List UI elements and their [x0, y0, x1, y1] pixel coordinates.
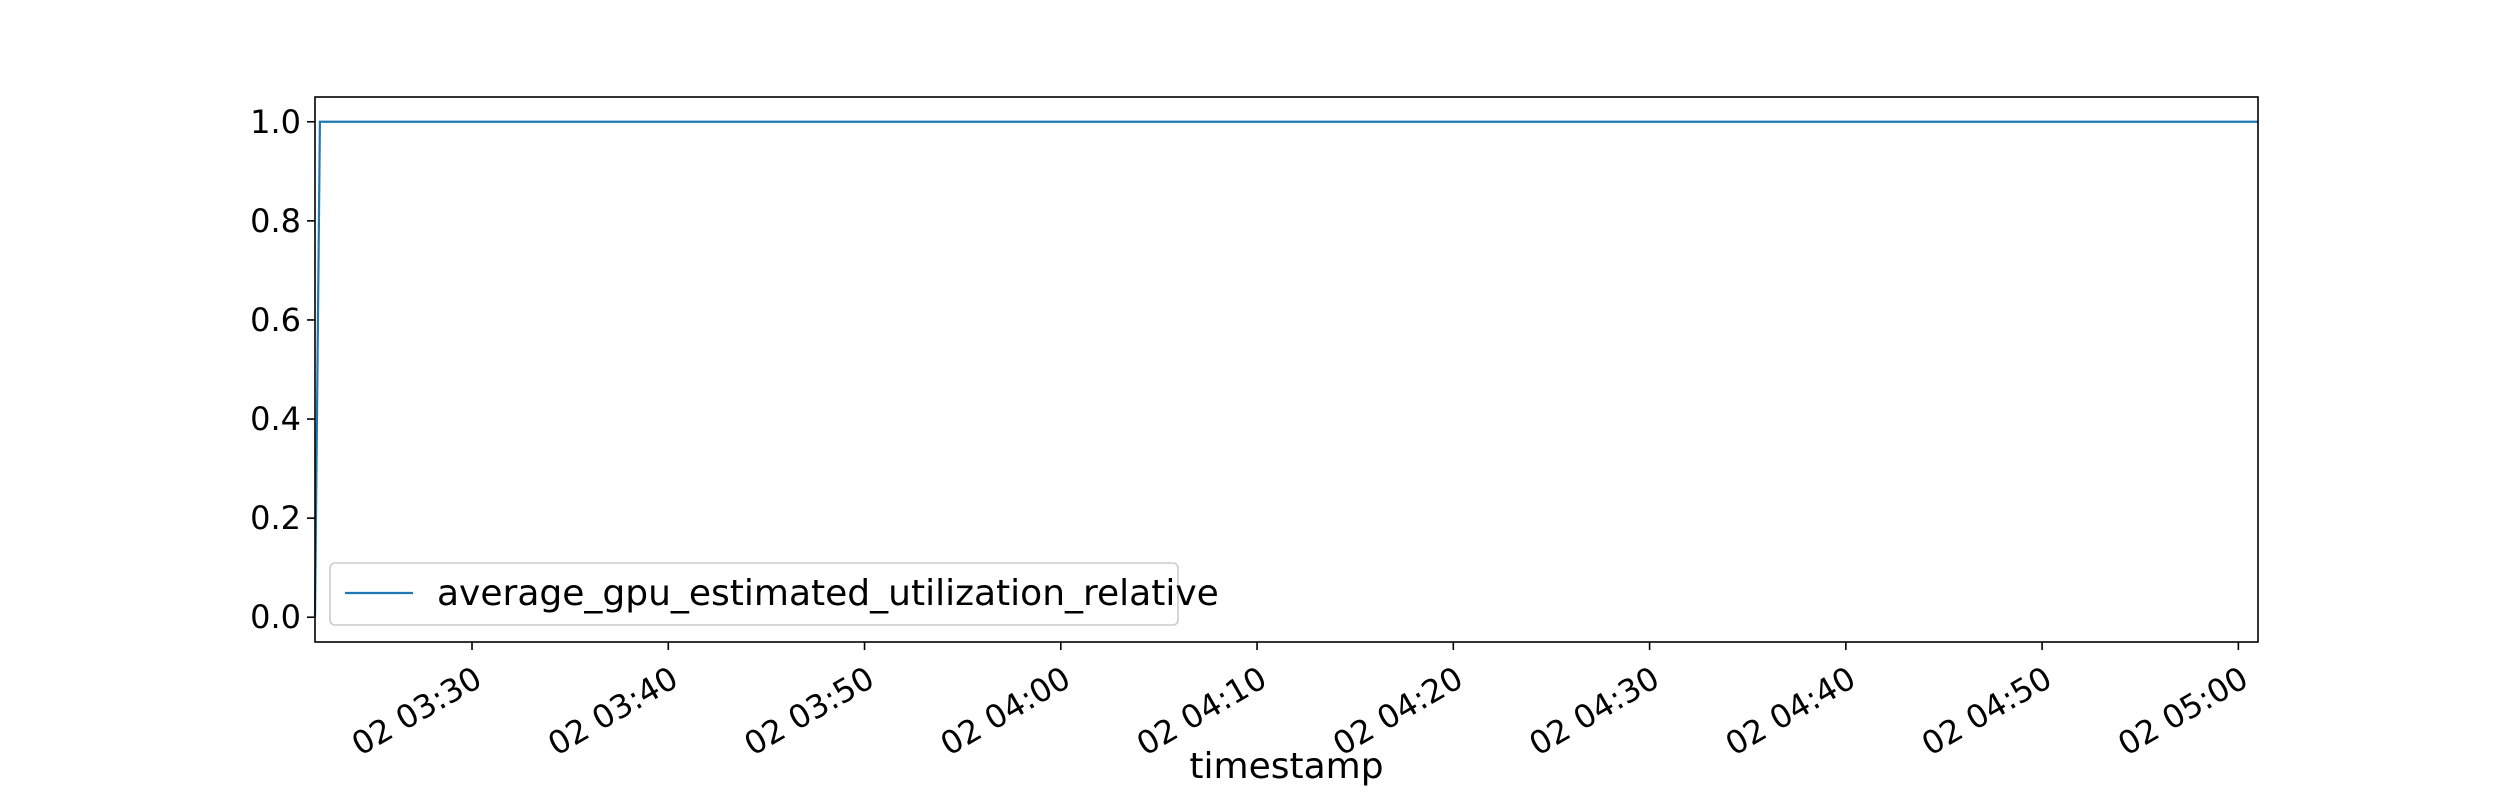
x-tick-label: 02 03:30: [345, 659, 488, 763]
x-tick-label: 02 04:00: [934, 659, 1077, 763]
y-tick-label: 0.4: [250, 400, 301, 438]
y-tick-label: 0.8: [250, 202, 301, 240]
x-tick-label: 02 03:40: [541, 659, 684, 763]
x-tick-label: 02 03:50: [738, 659, 881, 763]
x-axis-label: timestamp: [1189, 746, 1383, 787]
series-layer: [313, 120, 2258, 618]
y-tick-label: 0.6: [250, 301, 301, 339]
x-tick-label: 02 04:50: [1915, 659, 2058, 763]
x-tick-label: 02 04:40: [1719, 659, 1862, 763]
series-line-0: [313, 120, 2258, 618]
legend-box: [329, 562, 1179, 626]
legend: average_gpu_estimated_utilization_relati…: [329, 562, 1219, 626]
legend-label: average_gpu_estimated_utilization_relati…: [437, 573, 1219, 614]
plot-frame: [314, 96, 2259, 643]
y-tick-label: 1.0: [250, 103, 301, 141]
y-tick-label: 0.0: [250, 598, 301, 636]
x-tick-label: 02 04:30: [1523, 659, 1666, 763]
x-tick-label: 02 05:00: [2111, 659, 2254, 763]
y-axis: 0.0 0.2 0.4 0.6 0.8 1.0: [250, 103, 315, 636]
y-tick-label: 0.2: [250, 499, 301, 537]
